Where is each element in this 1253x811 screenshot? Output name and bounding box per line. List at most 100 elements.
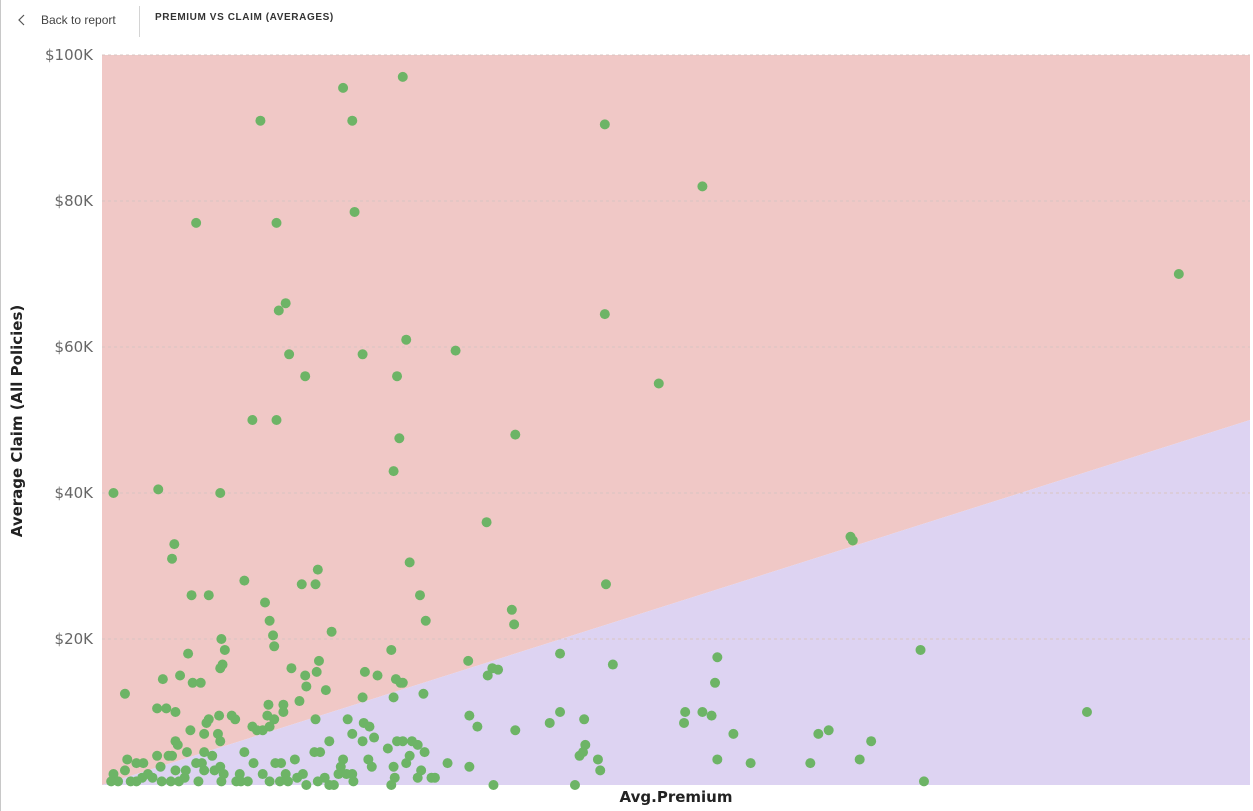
data-point[interactable] — [263, 699, 274, 710]
data-point[interactable] — [161, 703, 172, 714]
data-point[interactable] — [215, 736, 226, 747]
data-point[interactable] — [185, 725, 196, 736]
data-point[interactable] — [156, 776, 167, 787]
data-point[interactable] — [278, 707, 289, 717]
data-point[interactable] — [175, 670, 186, 681]
data-point[interactable] — [269, 714, 280, 725]
data-point[interactable] — [363, 754, 374, 765]
data-point[interactable] — [214, 710, 225, 721]
data-point[interactable] — [297, 769, 308, 780]
data-point[interactable] — [745, 758, 756, 769]
data-point[interactable] — [401, 334, 412, 345]
data-point[interactable] — [397, 71, 408, 82]
data-point[interactable] — [301, 681, 312, 692]
data-point[interactable] — [108, 488, 119, 498]
data-point[interactable] — [280, 298, 291, 309]
data-point[interactable] — [406, 736, 417, 747]
data-point[interactable] — [357, 736, 368, 747]
data-point[interactable] — [386, 644, 397, 655]
data-point[interactable] — [310, 714, 321, 725]
data-point[interactable] — [359, 666, 370, 677]
data-point[interactable] — [286, 663, 297, 674]
data-point[interactable] — [119, 765, 130, 776]
data-point[interactable] — [191, 217, 202, 228]
data-point[interactable] — [260, 597, 271, 608]
data-point[interactable] — [271, 415, 282, 425]
data-point[interactable] — [450, 345, 461, 356]
data-point[interactable] — [710, 677, 721, 688]
data-point[interactable] — [464, 761, 475, 772]
data-point[interactable] — [472, 721, 483, 732]
data-point[interactable] — [199, 765, 210, 776]
data-point[interactable] — [264, 615, 275, 626]
data-point[interactable] — [255, 115, 266, 126]
data-point[interactable] — [915, 644, 926, 655]
data-point[interactable] — [199, 728, 210, 739]
data-point[interactable] — [320, 685, 331, 696]
data-point[interactable] — [181, 747, 192, 758]
data-point[interactable] — [510, 725, 521, 736]
data-point[interactable] — [264, 776, 275, 787]
data-point[interactable] — [392, 736, 403, 747]
data-point[interactable] — [372, 670, 383, 681]
data-point[interactable] — [555, 648, 566, 659]
data-point[interactable] — [276, 758, 287, 769]
data-point[interactable] — [203, 590, 214, 601]
data-point[interactable] — [284, 349, 295, 360]
data-point[interactable] — [338, 82, 349, 93]
data-point[interactable] — [300, 371, 311, 382]
data-point[interactable] — [328, 780, 339, 790]
data-point[interactable] — [165, 776, 176, 787]
data-point[interactable] — [152, 703, 163, 714]
data-point[interactable] — [918, 776, 929, 787]
data-point[interactable] — [269, 641, 280, 652]
data-point[interactable] — [369, 732, 380, 743]
data-point[interactable] — [401, 758, 412, 769]
data-point[interactable] — [312, 776, 323, 787]
data-point[interactable] — [607, 659, 618, 670]
data-point[interactable] — [397, 677, 408, 688]
data-point[interactable] — [195, 677, 206, 688]
data-point[interactable] — [388, 692, 399, 703]
data-point[interactable] — [137, 772, 148, 783]
data-point[interactable] — [595, 765, 606, 776]
data-point[interactable] — [823, 725, 834, 736]
back-to-report-button[interactable]: Back to report — [18, 10, 116, 30]
data-point[interactable] — [854, 754, 865, 765]
data-point[interactable] — [193, 776, 204, 787]
data-point[interactable] — [592, 754, 603, 765]
data-point[interactable] — [712, 652, 723, 663]
data-point[interactable] — [179, 772, 190, 783]
data-point[interactable] — [215, 663, 226, 674]
data-point[interactable] — [510, 429, 521, 440]
data-point[interactable] — [187, 677, 198, 688]
data-point[interactable] — [157, 674, 168, 685]
data-point[interactable] — [579, 714, 590, 725]
data-point[interactable] — [215, 488, 226, 498]
data-point[interactable] — [216, 634, 227, 644]
data-point[interactable] — [404, 557, 415, 568]
data-point[interactable] — [271, 217, 282, 228]
data-point[interactable] — [248, 758, 259, 769]
data-point[interactable] — [569, 780, 580, 790]
data-point[interactable] — [216, 776, 227, 787]
data-point[interactable] — [201, 717, 212, 728]
data-point[interactable] — [348, 776, 359, 787]
data-point[interactable] — [207, 750, 218, 761]
data-point[interactable] — [386, 780, 397, 790]
data-point[interactable] — [313, 655, 324, 666]
data-point[interactable] — [324, 736, 335, 747]
data-point[interactable] — [382, 743, 393, 754]
data-point[interactable] — [296, 579, 307, 590]
data-point[interactable] — [152, 750, 163, 761]
data-point[interactable] — [392, 371, 403, 382]
data-point[interactable] — [420, 615, 431, 626]
data-point[interactable] — [653, 378, 664, 389]
data-point[interactable] — [301, 780, 312, 790]
data-point[interactable] — [706, 710, 717, 721]
data-point[interactable] — [847, 535, 858, 546]
data-point[interactable] — [578, 747, 589, 758]
data-point[interactable] — [122, 754, 133, 765]
data-point[interactable] — [680, 707, 691, 717]
data-point[interactable] — [544, 717, 555, 728]
